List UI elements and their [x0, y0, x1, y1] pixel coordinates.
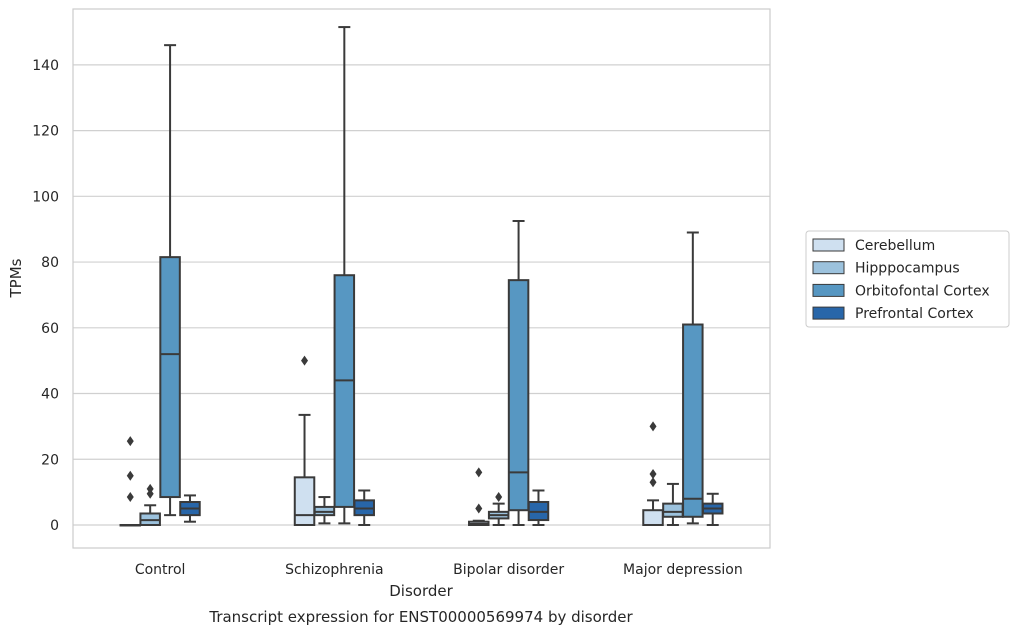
outlier-point [146, 483, 154, 494]
grid-lines [73, 64, 770, 526]
legend-swatch [812, 261, 845, 275]
y-axis-ticks: 0 20 40 60 80 100 120 140 [32, 58, 59, 534]
plot-frame [72, 8, 771, 549]
outlier-point [475, 467, 483, 478]
outlier-point [649, 469, 657, 480]
x-axis-label: Disorder [389, 582, 453, 600]
box [333, 274, 356, 508]
x-tick-label: Schizophrenia [285, 562, 383, 578]
outlier-point [126, 470, 134, 481]
box-group [701, 492, 724, 526]
box [159, 256, 181, 499]
box-group [179, 494, 201, 523]
y-tick-label: 0 [50, 518, 59, 534]
legend-label: Hipppocampus [855, 261, 960, 277]
x-tick-label: Bipolar disorder [453, 562, 564, 578]
box [642, 509, 664, 526]
box [507, 279, 530, 512]
y-tick-label: 100 [32, 189, 59, 205]
box-group [119, 436, 142, 527]
box [662, 502, 684, 518]
y-tick-label: 40 [41, 387, 59, 403]
legend-swatch [812, 306, 845, 320]
legend-swatch [812, 238, 845, 252]
box-group [468, 467, 490, 526]
legend-items: Cerebellum Hipppocampus Orbitofontal Corte… [812, 238, 990, 322]
box-group [527, 489, 550, 526]
legend-frame [805, 230, 1010, 328]
y-tick-label: 20 [41, 452, 59, 468]
box-group [333, 26, 356, 525]
legend-label: Cerebellum [855, 238, 935, 254]
box-group [353, 489, 375, 526]
legend-label: Prefrontal Cortex [855, 306, 974, 322]
box-group [487, 492, 510, 526]
legend-swatch [812, 283, 845, 297]
boxes [119, 26, 724, 527]
box-group [682, 231, 704, 525]
outlier-point [301, 355, 309, 366]
y-tick-label: 120 [32, 124, 59, 140]
y-tick-label: 60 [41, 321, 59, 337]
box-group [139, 483, 161, 526]
outlier-point [649, 421, 657, 432]
box-group [662, 482, 684, 526]
box [682, 323, 704, 518]
box-group [507, 219, 530, 526]
y-tick-label: 140 [32, 58, 59, 74]
y-tick-label: 80 [41, 255, 59, 271]
box-group [293, 355, 316, 526]
legend: Cerebellum Hipppocampus Orbitofontal Corte… [805, 230, 1010, 328]
box-group [313, 496, 336, 525]
outlier-point [649, 477, 657, 488]
y-axis-label: TPMs [7, 258, 25, 298]
box-group [642, 421, 664, 526]
x-tick-label: Control [135, 562, 186, 578]
chart-caption: Transcript expression for ENST0000056997… [208, 608, 633, 626]
outlier-point [126, 436, 134, 447]
box-group [159, 44, 181, 517]
x-tick-label: Major depression [623, 562, 743, 578]
legend-label: Orbitofontal Cortex [855, 283, 990, 299]
outlier-point [495, 492, 503, 503]
x-axis-ticks: Control Schizophrenia Bipolar disorder Majo… [135, 562, 743, 578]
outlier-point [126, 492, 134, 503]
outlier-point [475, 503, 483, 514]
box [293, 476, 316, 526]
